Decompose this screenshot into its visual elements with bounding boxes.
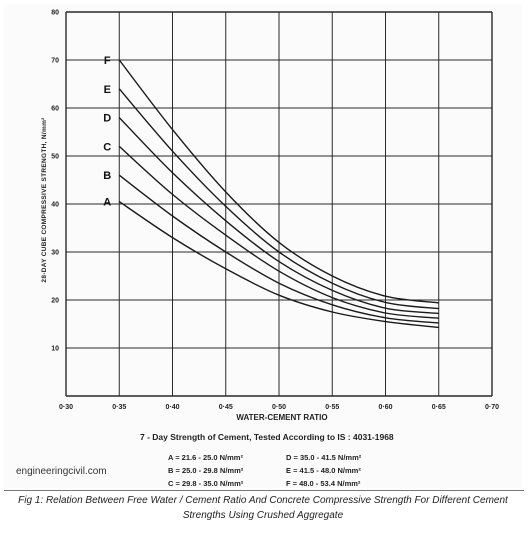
curve-e	[118, 88, 439, 310]
x-tick-label: 0·70	[485, 404, 499, 411]
y-axis-label: 28-DAY CUBE COMPRESSIVE STRENGTH, N/mm²	[41, 117, 48, 283]
x-tick-label: 0·50	[272, 404, 286, 411]
x-tick-label: 0·40	[165, 404, 179, 411]
curve-b	[118, 174, 439, 324]
x-tick-label: 0·45	[219, 404, 233, 411]
x-tick-label: 0·35	[112, 404, 126, 411]
curve-label-e: E	[104, 84, 111, 96]
chart-subtitle: 7 - Day Strength of Cement, Tested Accor…	[140, 432, 394, 442]
caption-divider	[4, 490, 524, 491]
curve-f	[118, 59, 439, 304]
y-tick-label: 40	[51, 202, 59, 209]
curve-label-f: F	[104, 55, 111, 67]
y-tick-label: 30	[51, 250, 59, 257]
y-tick-label: 50	[51, 154, 59, 161]
curve-d	[118, 117, 439, 315]
legend-entry-d: D = 35.0 - 41.5 N/mm²	[286, 453, 362, 462]
curve-c	[118, 145, 439, 319]
chart-curves	[118, 59, 439, 329]
x-tick-label: 0·60	[378, 404, 392, 411]
y-tick-label: 80	[51, 10, 59, 17]
x-tick-label: 0·65	[432, 404, 446, 411]
chart-tick-labels: 0·30 0·35 0·40 0·45 0·50 0·55 0·60 0·65 0·70 10 20…	[51, 10, 499, 412]
y-tick-label: 10	[51, 346, 59, 353]
y-tick-label: 20	[51, 298, 59, 305]
legend-entry-b: B = 25.0 - 29.8 N/mm²	[168, 466, 244, 475]
x-axis-label: WATER-CEMENT RATIO	[236, 413, 327, 422]
y-tick-label: 70	[51, 58, 59, 65]
curve-label-c: C	[103, 141, 111, 153]
x-tick-label: 0·55	[325, 404, 339, 411]
chart-grid	[65, 11, 493, 397]
legend-entry-c: C = 29.8 - 35.0 N/mm²	[168, 479, 244, 488]
curve-label-a: A	[103, 197, 111, 209]
curve-label-d: D	[103, 113, 111, 125]
figure-caption-line-1: Fig 1: Relation Between Free Water / Cem…	[18, 495, 508, 506]
legend-entry-a: A = 21.6 - 25.0 N/mm²	[168, 453, 243, 462]
y-tick-label: 60	[51, 106, 59, 113]
figure-frame	[4, 4, 522, 488]
figure-caption-line-2: Strengths Using Crushed Aggregate	[182, 510, 344, 521]
watermark-text: engineeringcivil.com	[16, 466, 107, 477]
curve-label-b: B	[103, 170, 111, 182]
chart-curve-labels: A B C D E F	[103, 55, 111, 209]
x-tick-label: 0·30	[59, 404, 73, 411]
legend-entry-e: E = 41.5 - 48.0 N/mm²	[286, 466, 361, 475]
curve-a	[118, 201, 439, 329]
legend-entry-f: F = 48.0 - 53.4 N/mm²	[286, 479, 361, 488]
